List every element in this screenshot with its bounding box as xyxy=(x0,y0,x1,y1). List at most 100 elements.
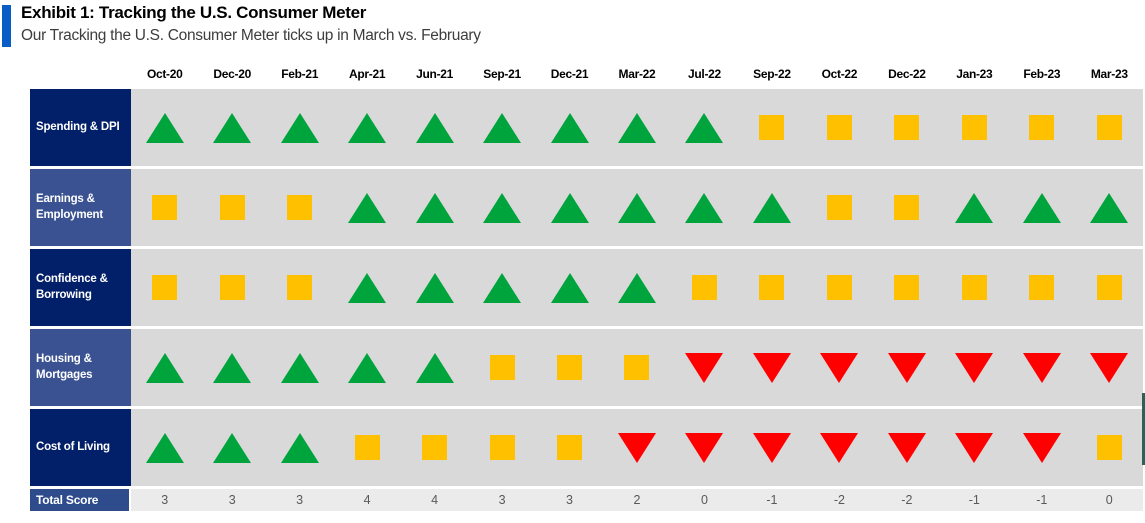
green-up-triangle-icon xyxy=(550,112,589,143)
green-up-triangle-icon xyxy=(415,352,454,383)
green-up-triangle-icon xyxy=(415,272,454,303)
column-header: Feb-23 xyxy=(1023,67,1061,81)
yellow-square-icon xyxy=(1096,115,1122,140)
meter-cell xyxy=(805,249,874,326)
meter-cell xyxy=(535,329,604,406)
corner-spacer xyxy=(30,63,131,89)
yellow-square-icon xyxy=(961,275,987,300)
red-down-triangle-icon xyxy=(887,352,926,383)
green-up-triangle-icon xyxy=(145,112,184,143)
yellow-square-icon xyxy=(219,195,245,220)
green-up-triangle-icon xyxy=(213,112,252,143)
green-up-triangle-icon xyxy=(483,272,522,303)
meter-cell xyxy=(670,169,739,246)
row-label-text: Confidence & Borrowing xyxy=(36,272,108,301)
yellow-square-icon xyxy=(287,275,313,300)
green-up-triangle-icon xyxy=(280,112,319,143)
total-score-value: 3 xyxy=(131,489,199,511)
meter-cell xyxy=(1075,409,1143,486)
meter-cell xyxy=(1008,169,1076,246)
right-edge-mark xyxy=(1142,393,1145,465)
meter-cell xyxy=(1008,409,1076,486)
row-label-text: Spending & DPI xyxy=(36,120,120,133)
yellow-square-icon xyxy=(1029,115,1055,140)
green-up-triangle-icon xyxy=(145,432,184,463)
meter-cell xyxy=(805,329,874,406)
green-up-triangle-icon xyxy=(348,272,387,303)
meter-cell xyxy=(535,169,604,246)
column-header: Dec-20 xyxy=(213,67,251,81)
total-score-value: 3 xyxy=(265,489,334,511)
green-up-triangle-icon xyxy=(415,192,454,223)
meter-cell xyxy=(603,169,671,246)
meter-cell xyxy=(535,409,604,486)
meter-cell xyxy=(873,249,941,326)
green-up-triangle-icon xyxy=(280,432,319,463)
meter-cell xyxy=(265,329,334,406)
meter-cell xyxy=(198,249,266,326)
total-score-value: 0 xyxy=(1075,489,1143,511)
meter-cell xyxy=(940,249,1009,326)
column-header: Jul-22 xyxy=(688,67,721,81)
red-down-triangle-icon xyxy=(887,432,926,463)
yellow-square-icon xyxy=(152,195,178,220)
yellow-square-icon xyxy=(1029,275,1055,300)
meter-cell xyxy=(400,409,469,486)
green-up-triangle-icon xyxy=(617,112,656,143)
green-up-triangle-icon xyxy=(280,352,319,383)
red-down-triangle-icon xyxy=(1090,352,1129,383)
meter-cell xyxy=(1008,329,1076,406)
meter-cell xyxy=(535,249,604,326)
meter-cell xyxy=(738,329,806,406)
meter-cell xyxy=(670,249,739,326)
red-down-triangle-icon xyxy=(820,352,859,383)
yellow-square-icon xyxy=(826,275,852,300)
green-up-triangle-icon xyxy=(550,192,589,223)
total-score-value: -1 xyxy=(1008,489,1076,511)
total-score-value: 3 xyxy=(468,489,536,511)
green-up-triangle-icon xyxy=(348,192,387,223)
column-header: Oct-22 xyxy=(821,67,858,81)
yellow-square-icon xyxy=(826,115,852,140)
meter-cell xyxy=(873,409,941,486)
row-label: Confidence & Borrowing xyxy=(30,249,131,326)
row-label-text: Housing & Mortgages xyxy=(36,352,93,381)
meter-cell xyxy=(198,409,266,486)
green-up-triangle-icon xyxy=(213,432,252,463)
meter-cell xyxy=(1075,249,1143,326)
meter-row: Spending & DPI xyxy=(30,89,1143,166)
meter-cell xyxy=(265,89,334,166)
red-down-triangle-icon xyxy=(752,352,791,383)
column-header: Feb-21 xyxy=(281,67,319,81)
meter-cell xyxy=(400,89,469,166)
total-score-label: Total Score xyxy=(30,489,131,511)
meter-cell xyxy=(805,169,874,246)
green-up-triangle-icon xyxy=(685,112,724,143)
green-up-triangle-icon xyxy=(1090,192,1129,223)
meter-cell xyxy=(738,89,806,166)
meter-cell xyxy=(1075,169,1143,246)
red-down-triangle-icon xyxy=(820,432,859,463)
green-up-triangle-icon xyxy=(483,192,522,223)
consumer-meter-table: Oct-20 Dec-20 Feb-21 Apr-21 Jun-21 Sep-21 Dec-… xyxy=(30,63,1143,511)
column-header: Mar-23 xyxy=(1090,67,1128,81)
meter-cell xyxy=(738,169,806,246)
red-down-triangle-icon xyxy=(685,432,724,463)
meter-cell xyxy=(468,329,536,406)
total-score-value: -2 xyxy=(873,489,941,511)
meter-cell xyxy=(131,249,199,326)
green-up-triangle-icon xyxy=(483,112,522,143)
yellow-square-icon xyxy=(894,275,920,300)
red-down-triangle-icon xyxy=(685,352,724,383)
meter-cell xyxy=(670,89,739,166)
yellow-square-icon xyxy=(1096,435,1122,460)
yellow-square-icon xyxy=(489,435,515,460)
total-score-value: 2 xyxy=(603,489,671,511)
meter-cell xyxy=(603,249,671,326)
meter-cell xyxy=(1075,329,1143,406)
total-score-row: Total Score 3 3 3 4 4 3 3 2 0 -1 -2 -2 -1 -1 0 xyxy=(30,489,1143,511)
meter-cell xyxy=(468,409,536,486)
green-up-triangle-icon xyxy=(752,192,791,223)
yellow-square-icon xyxy=(894,115,920,140)
total-score-value: 4 xyxy=(400,489,469,511)
